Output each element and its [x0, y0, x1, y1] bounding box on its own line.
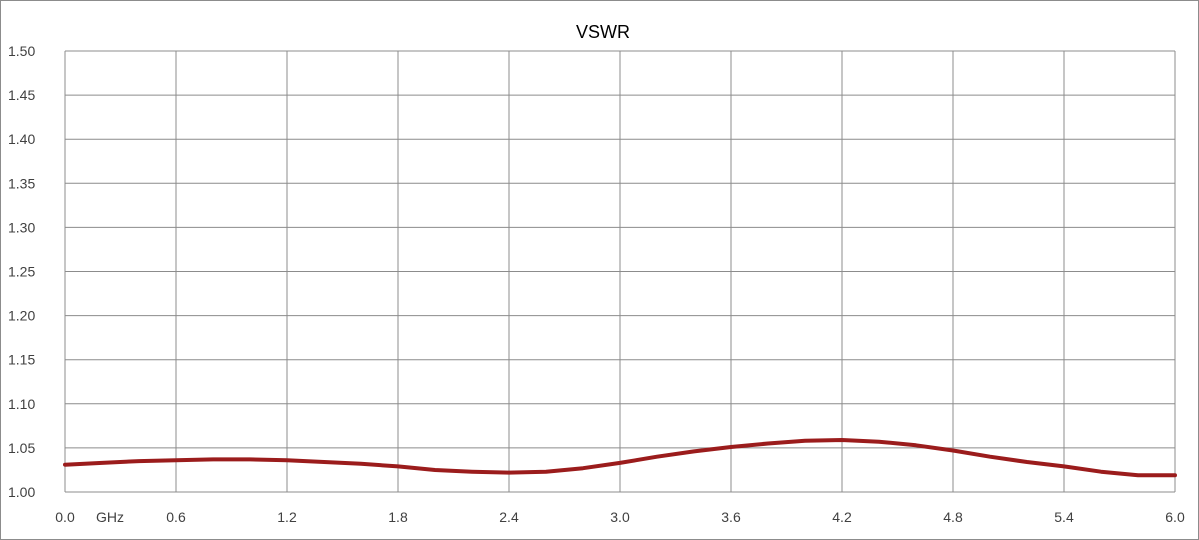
y-tick-label: 1.40 [8, 131, 35, 147]
y-tick-label: 1.45 [8, 87, 35, 103]
series-layer [63, 438, 1177, 478]
chart-title: VSWR [576, 22, 630, 42]
y-tick-label: 1.10 [8, 396, 35, 412]
x-tick-label: 6.0 [1165, 509, 1185, 525]
x-unit-label: GHz [96, 509, 124, 525]
y-tick-label: 1.50 [8, 43, 35, 59]
y-tick-label: 1.05 [8, 440, 35, 456]
y-tick-label: 1.15 [8, 352, 35, 368]
x-tick-label: 5.4 [1054, 509, 1074, 525]
x-tick-label: 3.0 [610, 509, 630, 525]
x-tick-label: 3.6 [721, 509, 741, 525]
x-tick-label: 2.4 [499, 509, 519, 525]
grid-lines [64, 50, 1176, 493]
y-tick-label: 1.00 [8, 484, 35, 500]
x-tick-label: 0.6 [166, 509, 186, 525]
x-tick-label: 1.2 [277, 509, 297, 525]
vswr-series-line [63, 438, 1177, 478]
x-tick-label: 0.0 [55, 509, 75, 525]
x-tick-label: 4.2 [832, 509, 852, 525]
y-tick-label: 1.35 [8, 175, 35, 191]
x-tick-label: 4.8 [943, 509, 963, 525]
tick-labels: 1.00 1.05 1.10 1.15 1.20 1.25 1.30 1.35 1.40 1.45… [8, 43, 1185, 525]
y-tick-label: 1.25 [8, 264, 35, 280]
y-tick-label: 1.20 [8, 308, 35, 324]
x-tick-label: 1.8 [388, 509, 408, 525]
y-tick-label: 1.30 [8, 219, 35, 235]
